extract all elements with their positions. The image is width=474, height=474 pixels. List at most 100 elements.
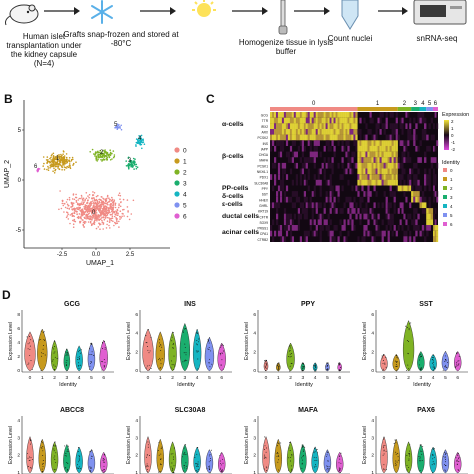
heatmap-cell	[337, 129, 340, 135]
heatmap-cell	[381, 230, 384, 237]
umap-point	[87, 207, 89, 209]
umap-point	[88, 193, 91, 196]
heatmap-cell	[395, 157, 398, 163]
cluster-label: 1	[56, 156, 60, 162]
violin-point	[197, 368, 199, 370]
violin-point	[313, 448, 315, 450]
heatmap-cell	[307, 202, 310, 209]
violin-point	[90, 342, 92, 344]
umap-point	[107, 154, 109, 157]
violin-point	[301, 462, 303, 464]
heatmap-cell	[381, 202, 384, 209]
heatmap-cell	[287, 219, 291, 226]
heatmap-cell	[323, 134, 326, 141]
umap-point	[52, 170, 54, 172]
umap-point	[85, 221, 87, 223]
heatmap-cell	[305, 196, 308, 203]
heatmap-cell	[311, 213, 314, 220]
umap-point	[80, 202, 82, 205]
heatmap-cell	[377, 117, 380, 124]
heatmap-cell	[311, 208, 314, 214]
heatmap-cell	[327, 225, 330, 231]
gene-label: CTRB2	[258, 238, 269, 242]
identity-label: 1	[450, 177, 453, 182]
heatmap-cell	[277, 230, 281, 237]
heatmap-cell	[276, 140, 279, 146]
umap-point	[83, 213, 85, 215]
heatmap-cell	[341, 129, 344, 135]
heatmap-cell	[329, 236, 332, 242]
umap-point	[134, 161, 136, 164]
violin-point	[264, 360, 265, 362]
violin-point	[173, 458, 174, 460]
violin-point	[56, 358, 58, 360]
heatmap-cell	[295, 162, 298, 169]
violin-point	[170, 367, 172, 369]
violin-point	[409, 450, 411, 452]
violin-point	[446, 361, 448, 363]
violin-point	[173, 342, 175, 344]
umap-point	[61, 199, 64, 202]
heatmap-cell	[351, 112, 354, 118]
umap-point	[61, 164, 64, 166]
heatmap-cell	[419, 112, 422, 118]
violin-point	[42, 353, 44, 354]
umap-point	[107, 208, 110, 210]
violin-point	[67, 445, 69, 447]
umap-point	[57, 167, 59, 169]
heatmap-cell	[353, 196, 356, 203]
heatmap-cell	[381, 236, 384, 242]
umap-point	[111, 212, 114, 214]
heatmap-cell	[391, 174, 394, 180]
umap-point	[85, 218, 87, 220]
heatmap-cell	[353, 140, 356, 146]
heatmap-cell	[303, 145, 306, 152]
violin-point	[42, 460, 44, 461]
umap-point	[132, 199, 135, 202]
violin-y-tick: 2	[17, 453, 20, 459]
umap-point	[84, 205, 87, 208]
heatmap-cell	[385, 196, 388, 203]
violin-point	[104, 470, 106, 472]
heatmap-cell	[375, 151, 378, 158]
umap-point	[76, 213, 78, 216]
heatmap-cell	[323, 145, 326, 152]
umap-point	[126, 199, 129, 201]
violin-point	[208, 468, 210, 470]
violin-point	[146, 342, 148, 344]
violin-point	[456, 460, 458, 462]
umap-point	[81, 210, 83, 212]
violin-point	[186, 359, 188, 361]
heatmap-cell	[373, 145, 376, 152]
umap-point	[93, 217, 95, 219]
heatmap-cell	[289, 112, 293, 118]
heatmap-cell	[325, 112, 328, 118]
violin-point	[420, 460, 422, 462]
umap-point	[104, 210, 106, 212]
umap-point	[80, 210, 82, 212]
violin-point	[170, 453, 172, 455]
heatmap-cell	[345, 134, 348, 141]
violin-point	[338, 370, 340, 372]
violin-point	[313, 365, 315, 367]
umap-point	[106, 158, 109, 161]
heatmap-cell	[289, 117, 293, 124]
violin-point	[277, 368, 279, 370]
heatmap-cell	[401, 117, 404, 124]
heatmap-cell	[391, 140, 394, 146]
umap-point	[104, 213, 106, 216]
heatmap-cell	[270, 123, 273, 129]
violin-point	[53, 352, 55, 354]
heatmap-cell	[426, 219, 429, 226]
umap-point	[53, 172, 56, 174]
heatmap-cell	[323, 157, 326, 163]
umap-point	[72, 219, 74, 222]
umap-point	[142, 139, 144, 141]
heatmap-cell	[351, 185, 354, 192]
violin-y-label: Expression Level	[8, 322, 14, 360]
heatmap-cell	[381, 112, 384, 118]
heatmap-cell	[415, 174, 418, 180]
violin-point	[406, 369, 407, 371]
heatmap-cell	[391, 219, 394, 226]
umap-point	[83, 216, 86, 219]
